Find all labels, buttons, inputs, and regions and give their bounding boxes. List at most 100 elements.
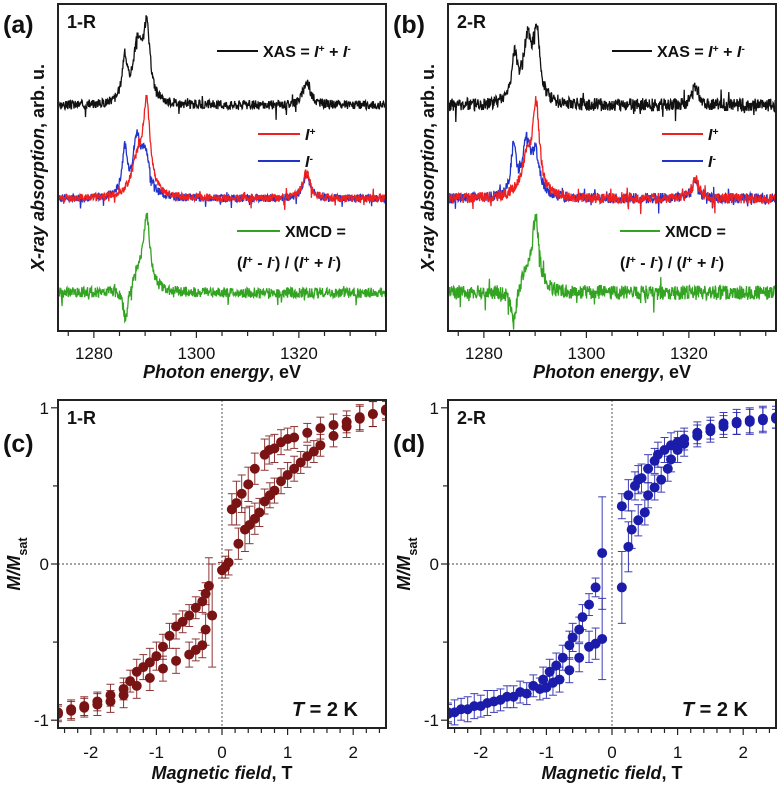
xmcd-formula-part: + xyxy=(303,255,309,266)
x-tick-label: 1280 xyxy=(75,344,113,363)
data-point xyxy=(367,409,378,420)
error-bar xyxy=(382,401,386,421)
xmcd-formula-part: ) / ( xyxy=(275,255,300,272)
data-point xyxy=(276,437,287,448)
x-tick-label: 1320 xyxy=(670,344,708,363)
legend-label-part: - xyxy=(712,154,716,165)
data-point xyxy=(200,588,211,599)
data-point xyxy=(538,674,549,685)
legend-label-part: + xyxy=(713,44,719,55)
data-point xyxy=(564,640,575,651)
x-tick-label: 0 xyxy=(217,743,226,762)
series-iplus-line xyxy=(58,94,386,210)
data-point xyxy=(679,438,690,449)
panel-b: XAS = I+ + I-I+I-XMCD =(I+ - I-) / (I+ +… xyxy=(393,3,777,382)
x-axis-label-unit: , eV xyxy=(269,362,301,382)
xmcd-formula-part: I xyxy=(299,255,304,272)
data-point xyxy=(118,690,129,701)
panel-label: (d) xyxy=(393,430,425,458)
series-xmcd-line xyxy=(58,212,386,324)
y-tick-label: -1 xyxy=(34,711,49,730)
error-bar xyxy=(448,702,452,723)
data-point xyxy=(328,430,339,441)
xmcd-formula-part: I xyxy=(650,255,655,272)
legend-label-part: I xyxy=(708,44,713,61)
legend-label-part: + xyxy=(325,44,343,61)
legend-label-part: XMCD = xyxy=(665,224,726,241)
x-tick-label: 1320 xyxy=(280,344,318,363)
temperature-annotation: T = 2 K xyxy=(682,699,749,721)
data-point xyxy=(197,640,208,651)
data-point xyxy=(315,440,326,451)
data-point xyxy=(456,704,467,715)
legend-label: I+ xyxy=(305,127,316,145)
x-axis-label-unit: , T xyxy=(272,763,293,783)
x-tick-label: -2 xyxy=(83,743,98,762)
data-point xyxy=(302,427,313,438)
temperature-value: = 2 K xyxy=(304,699,358,721)
xmcd-formula-part: ( xyxy=(237,255,243,272)
data-point xyxy=(629,480,640,491)
data-point xyxy=(190,602,201,613)
data-point xyxy=(315,423,326,434)
y-tick-label: -1 xyxy=(424,711,439,730)
legend-label-part: - xyxy=(741,44,745,55)
data-point xyxy=(354,413,365,424)
xmcd-formula: (I+ - I-) / (I+ + I-) xyxy=(237,255,341,273)
data-point xyxy=(226,504,237,515)
data-point xyxy=(79,702,90,713)
legend-label-part: I xyxy=(343,44,348,61)
plot-frame xyxy=(57,399,387,729)
x-tick-label: 1280 xyxy=(465,344,503,363)
data-point xyxy=(207,610,218,621)
data-point xyxy=(259,449,270,460)
data-point xyxy=(482,698,493,709)
x-tick-label: 1 xyxy=(673,743,682,762)
xmcd-formula-part: - xyxy=(272,255,276,266)
legend-label-part: I xyxy=(314,44,319,61)
x-tick-label: 1 xyxy=(283,743,292,762)
legend-label-part: + xyxy=(319,44,325,55)
legend-label-part: XAS = xyxy=(657,44,708,61)
y-tick-label: 0 xyxy=(430,555,439,574)
data-point xyxy=(705,426,716,437)
series-iplus-line xyxy=(448,96,776,215)
data-point xyxy=(643,463,654,474)
y-axis-label: X-ray absorption, arb. u. xyxy=(418,64,438,272)
x-tick-label: 2 xyxy=(348,743,357,762)
data-point xyxy=(144,673,155,684)
temperature-value: = 2 K xyxy=(694,699,748,721)
sample-label: 2-R xyxy=(457,12,486,32)
xmcd-formula-part: ) / ( xyxy=(658,255,683,272)
xmcd-formula-part: ( xyxy=(620,255,626,272)
plot-area xyxy=(58,400,386,728)
xmcd-formula-part: ) xyxy=(336,255,341,272)
temperature-annotation: T = 2 K xyxy=(292,699,359,721)
xmcd-formula-part: + xyxy=(630,255,636,266)
plot-frame xyxy=(57,3,387,332)
legend-label-part: XAS = xyxy=(263,44,314,61)
data-point xyxy=(171,655,182,666)
data-point xyxy=(282,469,293,480)
legend-label-part: - xyxy=(347,44,351,55)
y-axis-label: M/Msat xyxy=(4,537,30,591)
x-axis-label-unit: , T xyxy=(662,763,683,783)
legend-label: XAS = I+ + I- xyxy=(263,44,351,62)
x-axis-label: Magnetic field, T xyxy=(151,763,292,783)
data-point xyxy=(223,557,234,568)
xmcd-formula-part: - xyxy=(253,255,267,272)
data-point xyxy=(295,457,306,468)
x-tick-label: 2 xyxy=(738,743,747,762)
data-point xyxy=(448,707,453,718)
temperature-symbol: T xyxy=(682,699,696,721)
data-point xyxy=(151,651,162,662)
series-xas-line xyxy=(58,15,386,120)
data-point xyxy=(623,490,634,501)
xmcd-formula-part: + xyxy=(693,255,711,272)
legend-label-part: + xyxy=(309,127,315,138)
data-point xyxy=(184,610,195,621)
x-axis-label-unit: , eV xyxy=(659,362,691,382)
panel-label: (a) xyxy=(3,11,34,39)
